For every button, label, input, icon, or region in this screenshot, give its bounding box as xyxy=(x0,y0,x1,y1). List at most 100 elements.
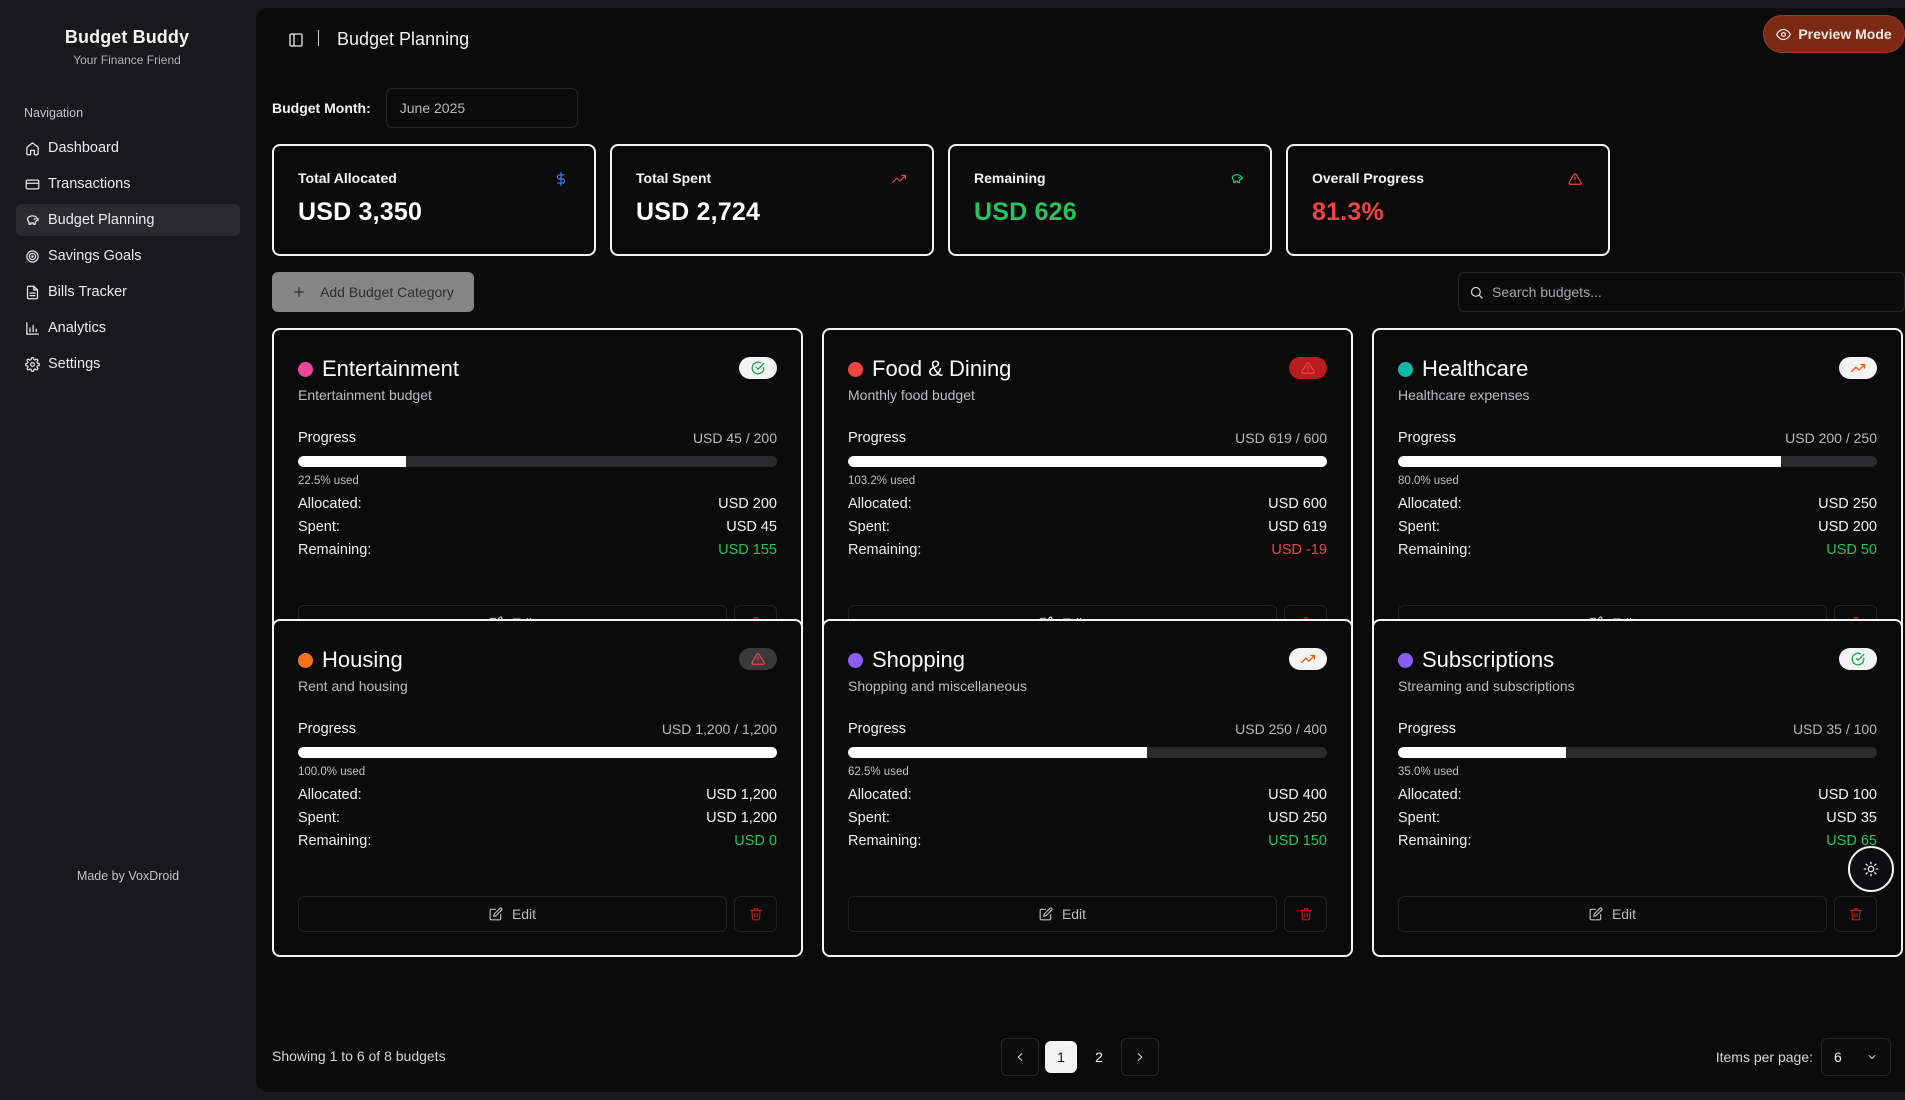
category-color-dot xyxy=(298,361,313,377)
file-text-icon xyxy=(24,284,40,300)
budget-card-header: Shopping xyxy=(848,647,965,673)
sidebar-item-settings[interactable]: Settings xyxy=(16,348,240,380)
sidebar-item-transactions[interactable]: Transactions xyxy=(16,168,240,200)
dollar-icon xyxy=(554,172,568,186)
delete-budget-button[interactable] xyxy=(734,896,777,932)
dollar-icon xyxy=(556,172,566,186)
edit-label: Edit xyxy=(1061,906,1087,922)
items-per-page-select[interactable]: 6 xyxy=(1821,1038,1891,1076)
category-color-dot xyxy=(848,361,863,377)
progress-bar xyxy=(1398,456,1877,467)
sidebar-nav: Dashboard Transactions Budget Planning S… xyxy=(16,132,240,380)
sun-icon xyxy=(1863,861,1879,877)
sidebar-item-dashboard[interactable]: Dashboard xyxy=(16,132,240,164)
remaining-row: Remaining: USD 50 xyxy=(1398,542,1877,558)
allocated-row: Allocated: USD 100 xyxy=(1398,787,1877,803)
remaining-value: USD 65 xyxy=(1826,833,1877,849)
stat-card-total-allocated: Total Allocated USD 3,350 xyxy=(272,144,596,256)
previous-page-button[interactable] xyxy=(1001,1038,1039,1076)
budget-description: Rent and housing xyxy=(298,678,408,694)
remaining-value: USD -19 xyxy=(1271,542,1327,558)
piggy-bank-icon xyxy=(26,214,39,225)
gear-icon xyxy=(24,356,40,372)
budget-description: Shopping and miscellaneous xyxy=(848,678,1028,694)
search-box xyxy=(1458,272,1905,312)
budget-name: Subscriptions xyxy=(1422,647,1555,672)
items-per-page: Items per page: 6 xyxy=(1716,1038,1891,1076)
sidebar-item-savings-goals[interactable]: Savings Goals xyxy=(16,240,240,272)
spent-label: Spent: xyxy=(848,810,890,826)
progress-bar-fill xyxy=(298,456,406,467)
progress-bar-fill xyxy=(1398,747,1566,758)
stat-card-remaining: Remaining USD 626 xyxy=(948,144,1272,256)
allocated-value: USD 200 xyxy=(718,496,777,512)
budget-name: Healthcare xyxy=(1422,356,1529,381)
spent-value: USD 619 xyxy=(1268,519,1327,535)
allocated-row: Allocated: USD 1,200 xyxy=(298,787,777,803)
budget-card-shopping: Shopping Shopping and miscellaneous Prog… xyxy=(822,619,1353,957)
allocated-value: USD 600 xyxy=(1268,496,1327,512)
allocated-value: USD 250 xyxy=(1818,496,1877,512)
page-button-1[interactable]: 1 xyxy=(1045,1041,1077,1073)
stat-card-total-spent: Total Spent USD 2,724 xyxy=(610,144,934,256)
next-page-button[interactable] xyxy=(1121,1038,1159,1076)
credit-card-icon xyxy=(24,176,40,192)
budget-card-entertainment: Entertainment Entertainment budget Progr… xyxy=(272,328,803,666)
spent-label: Spent: xyxy=(298,810,340,826)
target-icon xyxy=(25,249,39,263)
progress-used: 62.5% used xyxy=(848,766,909,778)
remaining-row: Remaining: USD 65 xyxy=(1398,833,1877,849)
budget-grid: Entertainment Entertainment budget Progr… xyxy=(272,328,1905,1016)
theme-toggle-button[interactable] xyxy=(1848,846,1894,892)
progress-used: 22.5% used xyxy=(298,475,359,487)
delete-budget-button[interactable] xyxy=(1284,896,1327,932)
delete-budget-button[interactable] xyxy=(1834,896,1877,932)
check-circle-icon xyxy=(751,361,765,375)
edit-budget-button[interactable]: Edit xyxy=(298,896,727,932)
progress-amount: USD 45 / 200 xyxy=(692,430,777,446)
budget-card-healthcare: Healthcare Healthcare expenses Progress … xyxy=(1372,328,1903,666)
progress-used: 35.0% used xyxy=(1398,766,1459,778)
remaining-value: USD 0 xyxy=(734,833,777,849)
progress-bar xyxy=(1398,747,1877,758)
stat-label: Total Allocated xyxy=(298,170,397,186)
sidebar-toggle-button[interactable] xyxy=(288,32,304,48)
progress-amount: USD 250 / 400 xyxy=(1235,721,1327,737)
allocated-label: Allocated: xyxy=(298,787,362,803)
preview-mode-button[interactable]: Preview Mode xyxy=(1763,15,1905,53)
main-panel: Budget Planning Preview Mode Budget Mont… xyxy=(256,8,1905,1092)
status-badge xyxy=(1289,648,1327,670)
chevron-left-icon xyxy=(1017,1052,1023,1062)
sidebar-item-analytics[interactable]: Analytics xyxy=(16,312,240,344)
edit-label: Edit xyxy=(1611,906,1637,922)
add-budget-category-button[interactable]: Add Budget Category xyxy=(272,272,474,312)
search-input[interactable] xyxy=(1484,274,1904,310)
budget-name: Shopping xyxy=(872,647,965,672)
progress-label: Progress xyxy=(298,430,357,446)
edit-budget-button[interactable]: Edit xyxy=(1398,896,1827,932)
progress-amount: USD 619 / 600 xyxy=(1235,430,1327,446)
remaining-label: Remaining: xyxy=(848,833,922,849)
alert-triangle-icon xyxy=(751,653,765,665)
topbar-separator xyxy=(318,30,319,46)
allocated-label: Allocated: xyxy=(848,496,912,512)
edit-icon xyxy=(1039,907,1053,921)
progress-bar xyxy=(298,747,777,758)
edit-budget-button[interactable]: Edit xyxy=(848,896,1277,932)
sidebar-item-budget-planning[interactable]: Budget Planning xyxy=(16,204,240,236)
budget-card-header: Healthcare xyxy=(1398,356,1528,382)
spent-row: Spent: USD 45 xyxy=(298,519,777,535)
pagination-summary: Showing 1 to 6 of 8 budgets xyxy=(272,1048,446,1064)
sidebar-item-bills-tracker[interactable]: Bills Tracker xyxy=(16,276,240,308)
spent-label: Spent: xyxy=(1398,810,1440,826)
category-color-dot xyxy=(848,652,863,668)
budget-description: Monthly food budget xyxy=(848,387,975,403)
page-button-2[interactable]: 2 xyxy=(1083,1041,1115,1073)
chevron-right-icon xyxy=(1137,1052,1143,1062)
progress-bar xyxy=(848,456,1327,467)
trending-up-icon xyxy=(1301,654,1315,664)
progress-bar-fill xyxy=(848,747,1148,758)
trash-icon xyxy=(1299,908,1312,921)
remaining-value: USD 155 xyxy=(718,542,777,558)
budget-month-input[interactable] xyxy=(385,88,578,128)
